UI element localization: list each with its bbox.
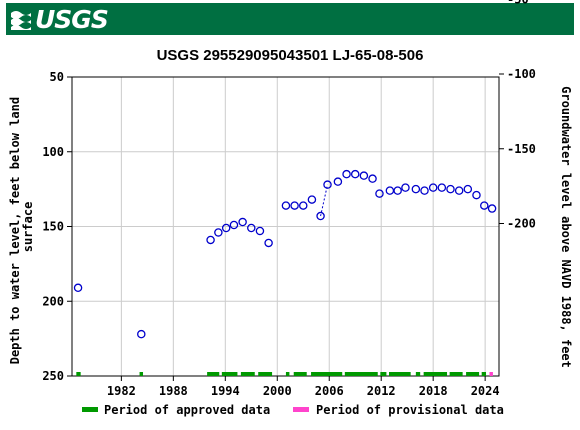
data-point-17 <box>342 169 351 179</box>
x-ticks: 1982 1988 1994 2000 2006 2012 2018 2024 <box>107 376 500 398</box>
y-right-tick-label-1: -100 <box>507 67 536 81</box>
data-point-0 <box>73 283 83 293</box>
data-point-9 <box>264 238 273 248</box>
data-point-14 <box>316 211 325 221</box>
data-point-12 <box>299 201 308 210</box>
grid <box>72 76 499 377</box>
x-tick-label-1: 1988 <box>159 384 188 398</box>
data-point-27 <box>428 183 438 192</box>
approved-period-3 <box>221 372 238 376</box>
x-tick-label-3: 2000 <box>263 384 292 398</box>
approved-period-12 <box>415 372 421 376</box>
data-point-20 <box>368 174 377 183</box>
approved-period-2 <box>207 372 220 376</box>
approved-period-14 <box>449 372 463 376</box>
x-tick-label-7: 2024 <box>471 384 500 398</box>
data-point-25 <box>411 184 421 194</box>
y-left-tick-label-0: 50 <box>50 70 64 84</box>
provisional-period-0 <box>489 372 493 376</box>
data-point-30 <box>454 186 464 195</box>
data-point-33 <box>480 201 489 210</box>
approved-period-7 <box>293 372 307 376</box>
approved-period-5 <box>258 372 273 376</box>
approved-period-4 <box>240 372 255 376</box>
approved-period-8 <box>311 372 343 376</box>
data-point-19 <box>359 171 369 180</box>
data-point-22 <box>385 186 395 195</box>
data-point-15 <box>323 180 332 189</box>
data-point-23 <box>393 186 402 195</box>
approved-period-9 <box>344 372 378 376</box>
banner-bar <box>6 3 574 35</box>
data-point-34 <box>487 204 497 213</box>
legend-approved-swatch <box>82 407 98 412</box>
data-point-28 <box>437 183 447 192</box>
y-right-label: Groundwater level above NAVD 1988, feet <box>559 86 573 368</box>
period-bars <box>76 372 493 376</box>
x-tick-label-5: 2012 <box>367 384 396 398</box>
usgs-wave-icon <box>11 11 31 30</box>
data-point-18 <box>350 169 360 179</box>
gap-connector <box>320 184 328 217</box>
usgs-logo: USGS <box>10 4 109 34</box>
y-left-label: Depth to water level, feet below land su… <box>8 90 35 365</box>
x-tick-label-4: 2006 <box>315 384 344 398</box>
data-point-2 <box>206 235 215 245</box>
approved-period-16 <box>481 372 487 376</box>
data-point-32 <box>472 190 481 200</box>
y-right-ticks: -50 -100 -150 -200 <box>499 0 536 231</box>
x-tick-label-6: 2018 <box>419 384 448 398</box>
y-right-tick-label-0: -50 <box>507 0 529 6</box>
legend-approved-label: Period of approved data <box>104 403 270 417</box>
data-point-8 <box>255 226 265 236</box>
data-point-24 <box>401 183 410 192</box>
approved-period-6 <box>285 372 290 376</box>
y-left-ticks: 50 100 150 200 250 <box>42 70 72 383</box>
connector-line <box>320 184 328 217</box>
chart-title: USGS 295529095043501 LJ-65-08-506 <box>157 47 424 64</box>
data-point-21 <box>375 189 384 198</box>
approved-period-10 <box>380 372 387 376</box>
approved-period-11 <box>389 372 411 376</box>
data-point-26 <box>420 186 429 195</box>
approved-period-1 <box>139 372 144 376</box>
data-point-6 <box>238 217 247 227</box>
x-tick-label-0: 1982 <box>107 384 136 398</box>
data-point-5 <box>229 220 239 230</box>
y-left-label-line2: surface <box>21 202 35 253</box>
data-points <box>73 169 497 339</box>
y-left-tick-label-2: 150 <box>42 220 64 234</box>
legend-provisional-label: Period of provisional data <box>316 403 504 417</box>
data-point-10 <box>281 201 291 210</box>
approved-period-13 <box>423 372 448 376</box>
x-tick-label-2: 1994 <box>211 384 240 398</box>
y-right-tick-label-2: -150 <box>507 142 536 156</box>
y-left-label-line1: Depth to water level, feet below land <box>8 97 22 364</box>
y-left-tick-label-1: 100 <box>42 145 64 159</box>
logo-text: USGS <box>35 4 109 34</box>
data-point-4 <box>221 223 231 233</box>
data-point-7 <box>247 223 256 233</box>
data-point-1 <box>137 329 146 339</box>
y-left-tick-label-4: 250 <box>42 369 64 383</box>
data-point-29 <box>446 184 455 194</box>
approved-period-15 <box>466 372 480 376</box>
data-point-13 <box>307 195 317 204</box>
legend-provisional-swatch <box>293 407 309 412</box>
data-point-3 <box>214 228 223 237</box>
usgs-banner: USGS <box>0 0 580 38</box>
data-point-16 <box>333 177 343 186</box>
y-left-tick-label-3: 200 <box>42 294 64 308</box>
y-right-tick-label-3: -200 <box>507 217 536 231</box>
data-point-31 <box>463 184 473 194</box>
legend: Period of approved data Period of provis… <box>82 403 504 417</box>
approved-period-0 <box>76 372 81 376</box>
data-point-11 <box>290 201 299 210</box>
